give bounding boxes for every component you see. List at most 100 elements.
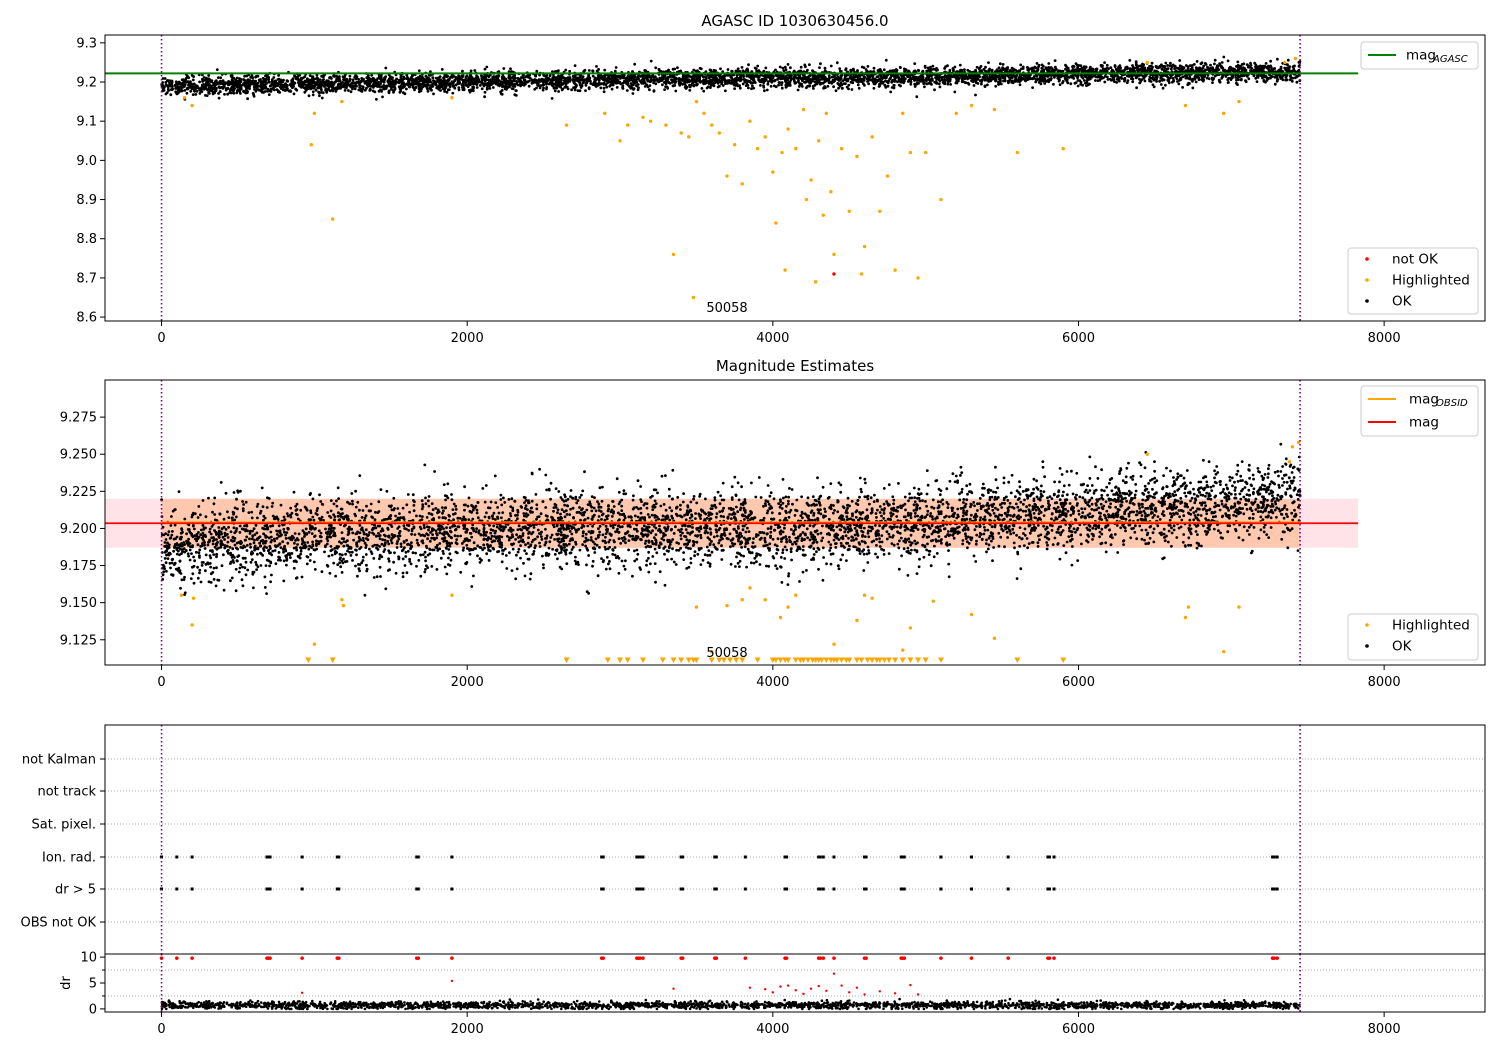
ok-point [829,64,833,68]
ok-point [687,78,691,82]
ok-point [676,66,679,70]
ok-point [619,77,622,80]
ok-point [789,66,792,70]
ok-point [528,76,532,80]
ok-point [736,67,740,71]
ok-point [1174,75,1178,79]
ok-point [951,67,955,70]
ok-point [1083,67,1086,71]
ok-point [774,68,777,72]
ok-point [648,88,651,92]
ok-point [823,66,827,70]
ok-point [616,74,619,78]
ok-point [949,83,952,86]
ok-point [405,73,409,77]
ok-point [1140,66,1144,70]
ok-point [1234,76,1238,79]
ok-point [738,79,742,83]
ok-point [1066,68,1070,71]
ok-point [1247,77,1251,81]
ok-point [1227,76,1231,80]
ok-point [611,80,615,83]
ok-point [998,80,1002,83]
ok-point [316,77,320,81]
ok-point [916,76,920,80]
ok-point [453,86,457,90]
ok-point [1087,69,1091,73]
ok-point [785,82,789,86]
ok-point [913,62,917,65]
ok-point [1110,74,1113,78]
ok-point [173,84,177,87]
ok-point [426,87,429,91]
ok-point [979,65,983,68]
ok-point [940,78,944,81]
ok-point [505,85,509,88]
ok-point [814,81,818,84]
ok-point [518,77,522,81]
ok-point [1007,81,1010,85]
ok-point [1239,75,1242,78]
ok-point [999,77,1002,81]
ok-point [164,92,168,96]
ok-point [448,85,452,89]
ok-point [922,82,926,85]
ok-point [860,65,864,69]
ok-point [673,84,677,87]
ok-point [262,86,266,89]
ok-point [1158,79,1162,83]
ok-point [812,74,815,78]
ok-point [1138,81,1142,85]
ok-point [186,87,190,91]
ok-point [941,81,945,84]
ok-point [552,75,555,78]
ok-point [559,78,563,82]
ok-point [1272,67,1276,71]
ok-point [398,90,402,94]
ok-point [511,87,515,91]
ok-point [304,88,308,91]
ok-point [414,85,418,89]
ok-point [291,83,294,86]
ok-point [971,80,975,83]
ok-point [499,90,502,94]
ok-point [358,83,361,87]
ok-point [695,75,698,79]
ok-point [288,83,292,87]
ok-point [681,75,685,78]
ok-point [306,77,309,81]
ok-point [170,80,174,84]
ok-point [259,85,263,89]
ok-point [400,86,403,90]
ok-point [170,88,174,91]
ok-point [203,78,207,82]
ok-point [1236,60,1240,64]
ok-point [552,78,555,82]
ok-point [265,74,268,78]
ok-point [738,84,741,88]
ok-point [1047,80,1051,84]
ok-point [663,74,667,77]
ok-point [519,84,522,88]
ok-point [1284,75,1288,79]
ok-point [509,83,512,86]
ok-point [205,87,208,91]
ok-point [1047,62,1051,65]
ok-point [1001,63,1005,66]
ok-point [216,76,220,79]
ok-point [614,81,618,85]
ok-point [468,90,472,94]
ok-point [1035,62,1039,65]
ok-point [1242,62,1246,66]
ok-point [1080,68,1084,71]
ok-point [1072,65,1076,68]
ok-point [495,74,499,78]
ok-point [574,85,578,89]
ok-point [603,68,607,72]
ok-point [765,88,769,92]
ok-point [429,87,433,91]
ok-point [563,79,566,83]
ok-point [631,92,635,95]
ok-point [1204,68,1207,72]
ok-point [972,77,976,81]
